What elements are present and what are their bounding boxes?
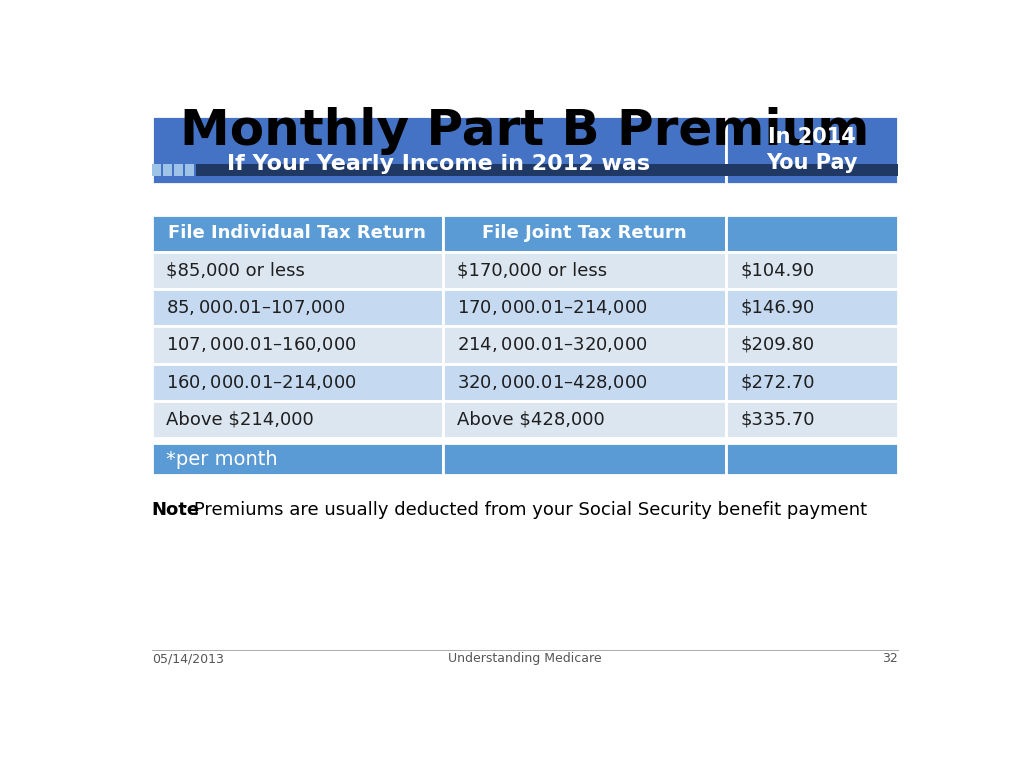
Text: Above $214,000: Above $214,000 — [166, 410, 313, 429]
Text: 32: 32 — [882, 652, 898, 665]
FancyBboxPatch shape — [726, 289, 898, 326]
FancyBboxPatch shape — [152, 116, 726, 184]
Text: : Premiums are usually deducted from your Social Security benefit payment: : Premiums are usually deducted from you… — [182, 501, 867, 518]
Text: Note: Note — [152, 501, 200, 518]
Text: $320,000.01 – $428,000: $320,000.01 – $428,000 — [457, 372, 647, 392]
FancyBboxPatch shape — [152, 326, 442, 363]
Text: If Your Yearly Income in 2012 was: If Your Yearly Income in 2012 was — [227, 154, 650, 174]
Text: $107,000.01 – $160,000: $107,000.01 – $160,000 — [166, 336, 356, 355]
FancyBboxPatch shape — [726, 252, 898, 289]
FancyBboxPatch shape — [726, 116, 898, 184]
Text: $272.70: $272.70 — [740, 373, 815, 391]
Text: $146.90: $146.90 — [740, 299, 815, 316]
Text: $104.90: $104.90 — [740, 261, 815, 280]
Text: *per month: *per month — [166, 449, 278, 468]
FancyBboxPatch shape — [726, 326, 898, 363]
FancyBboxPatch shape — [442, 252, 726, 289]
Text: Above $428,000: Above $428,000 — [457, 410, 605, 429]
FancyBboxPatch shape — [726, 363, 898, 401]
FancyBboxPatch shape — [163, 164, 172, 176]
FancyBboxPatch shape — [726, 443, 898, 475]
FancyBboxPatch shape — [442, 214, 726, 252]
FancyBboxPatch shape — [152, 252, 442, 289]
Text: $170,000.01 – $214,000: $170,000.01 – $214,000 — [457, 298, 647, 317]
FancyBboxPatch shape — [185, 164, 194, 176]
FancyBboxPatch shape — [152, 164, 161, 176]
FancyBboxPatch shape — [152, 443, 442, 475]
Text: Understanding Medicare: Understanding Medicare — [447, 652, 602, 665]
FancyBboxPatch shape — [726, 401, 898, 438]
FancyBboxPatch shape — [152, 363, 442, 401]
Text: $335.70: $335.70 — [740, 410, 815, 429]
Text: File Individual Tax Return: File Individual Tax Return — [168, 224, 426, 242]
Text: $85,000 or less: $85,000 or less — [166, 261, 305, 280]
FancyBboxPatch shape — [442, 443, 726, 475]
Text: 05/14/2013: 05/14/2013 — [152, 652, 223, 665]
Text: $209.80: $209.80 — [740, 336, 815, 354]
FancyBboxPatch shape — [152, 214, 442, 252]
Text: File Joint Tax Return: File Joint Tax Return — [482, 224, 687, 242]
Text: In 2014
You Pay: In 2014 You Pay — [766, 127, 858, 173]
FancyBboxPatch shape — [442, 289, 726, 326]
Text: $160,000.01 – $214,000: $160,000.01 – $214,000 — [166, 372, 356, 392]
FancyBboxPatch shape — [726, 214, 898, 252]
FancyBboxPatch shape — [442, 326, 726, 363]
Text: $170,000 or less: $170,000 or less — [457, 261, 607, 280]
Text: $214,000.01 – $320,000: $214,000.01 – $320,000 — [457, 336, 647, 355]
Text: $85,000.01 – $107,000: $85,000.01 – $107,000 — [166, 298, 345, 317]
FancyBboxPatch shape — [197, 164, 898, 176]
FancyBboxPatch shape — [442, 363, 726, 401]
Text: Monthly Part B Premium: Monthly Part B Premium — [180, 107, 869, 154]
FancyBboxPatch shape — [442, 401, 726, 438]
FancyBboxPatch shape — [152, 401, 442, 438]
FancyBboxPatch shape — [174, 164, 182, 176]
FancyBboxPatch shape — [152, 289, 442, 326]
